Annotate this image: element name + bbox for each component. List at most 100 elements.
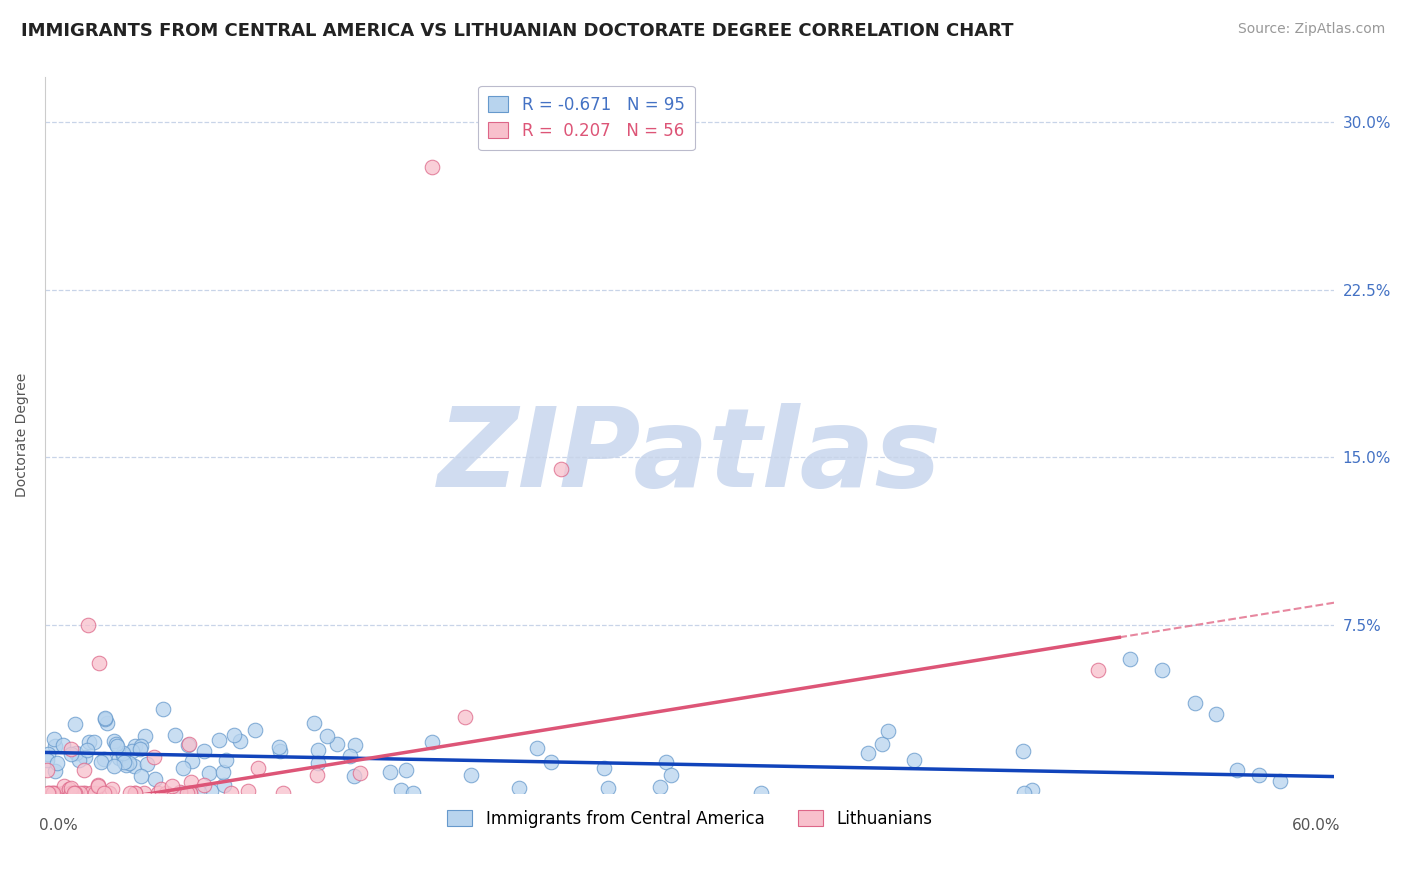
Point [44,764,66,779]
Point [654,756,676,770]
Point [46,756,69,771]
Point [37,763,59,777]
Point [63,717,86,731]
Point [94,712,117,726]
Legend: Immigrants from Central America, Lithuanians: Immigrants from Central America, Lithuan… [440,803,939,834]
Point [402,786,425,800]
Point [326,737,349,751]
Point [193,778,215,792]
Point [1226,764,1249,778]
Point [180,754,202,768]
Text: 60.0%: 60.0% [1292,818,1340,833]
Point [343,769,366,783]
Point [389,783,412,797]
Point [103,734,125,748]
Point [315,729,337,743]
Point [1087,663,1109,677]
Point [150,782,173,797]
Point [129,769,152,783]
Point [103,759,125,773]
Point [44,739,66,753]
Point [453,709,475,723]
Point [77,618,100,632]
Point [176,786,198,800]
Point [38,786,60,800]
Point [208,733,231,747]
Point [59,747,82,762]
Point [598,780,620,795]
Point [420,160,443,174]
Text: ZIPatlas: ZIPatlas [437,403,942,510]
Point [305,768,328,782]
Point [307,756,329,771]
Point [117,756,139,771]
Point [229,734,252,748]
Point [526,741,548,756]
Point [112,755,135,769]
Point [267,739,290,754]
Point [143,772,166,787]
Point [104,737,127,751]
Point [41,786,63,800]
Point [1247,768,1270,782]
Point [269,744,291,758]
Point [134,729,156,743]
Point [105,739,128,754]
Point [170,786,193,800]
Point [96,715,118,730]
Point [111,748,134,763]
Point [211,765,233,780]
Point [1152,663,1174,677]
Point [56,786,79,800]
Point [271,786,294,800]
Point [160,779,183,793]
Point [339,748,361,763]
Point [87,656,110,670]
Point [508,781,530,796]
Point [1270,774,1292,789]
Point [212,778,235,792]
Point [221,786,243,800]
Point [53,779,76,793]
Point [349,766,371,780]
Point [1119,651,1142,665]
Point [124,739,146,753]
Point [146,786,169,800]
Point [247,761,270,775]
Point [90,755,112,769]
Point [155,786,177,800]
Point [197,765,219,780]
Point [1021,782,1043,797]
Point [163,729,186,743]
Point [75,750,97,764]
Point [749,786,772,800]
Point [101,782,124,797]
Point [60,780,83,795]
Point [93,752,115,766]
Point [42,786,65,800]
Point [63,786,86,800]
Point [58,781,80,796]
Text: 0.0%: 0.0% [38,818,77,833]
Point [176,739,198,753]
Point [77,735,100,749]
Point [52,738,75,752]
Point [200,784,222,798]
Point [44,786,66,800]
Point [193,744,215,758]
Point [343,738,366,752]
Point [180,775,202,789]
Point [1012,786,1035,800]
Point [84,786,107,800]
Point [903,753,925,767]
Point [124,786,146,800]
Point [87,779,110,793]
Point [72,786,94,800]
Point [83,735,105,749]
Point [177,737,200,751]
Point [179,786,201,800]
Point [152,702,174,716]
Text: IMMIGRANTS FROM CENTRAL AMERICA VS LITHUANIAN DOCTORATE DEGREE CORRELATION CHART: IMMIGRANTS FROM CENTRAL AMERICA VS LITHU… [21,22,1014,40]
Point [593,761,616,775]
Point [67,753,90,767]
